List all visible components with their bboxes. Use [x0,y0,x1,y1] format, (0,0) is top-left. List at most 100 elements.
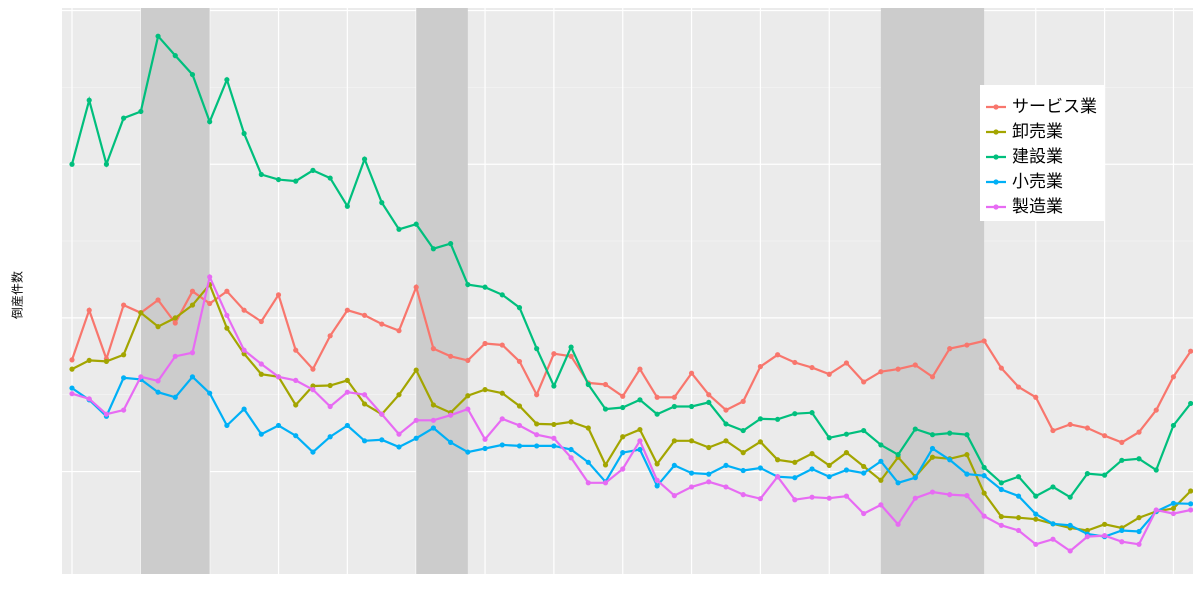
point [671,403,677,410]
point [568,455,574,461]
point [516,358,523,365]
recession-shade [880,8,985,574]
point [1170,422,1177,429]
point [585,480,591,486]
point [551,435,557,441]
point [637,426,643,433]
point [1170,510,1177,517]
point [1067,548,1073,554]
point [654,411,660,417]
point [379,321,385,327]
point [327,175,333,181]
point [86,97,92,103]
point [998,522,1004,528]
point [620,434,626,440]
point [912,426,918,432]
point [258,171,264,178]
point [878,369,884,375]
point [69,366,75,372]
point [551,383,557,389]
point [775,416,781,422]
x-tick-label: '13-Q1 [463,579,507,594]
legend-label: サービス業 [1012,97,1097,117]
point [241,406,247,412]
point [327,434,333,440]
point [1067,421,1073,428]
point [1102,521,1108,527]
point [843,450,850,456]
point [602,462,609,468]
point [155,378,161,384]
point [69,357,75,363]
point [654,483,660,489]
point [138,310,144,316]
series-line [71,282,1192,532]
point [241,307,247,313]
point [293,377,299,383]
point [327,403,333,410]
point [620,404,626,411]
y-tick-label: 1200 [22,3,55,18]
point [981,513,987,519]
x-tick-label: '21-Q1 [1014,579,1058,594]
legend-dot [993,154,999,160]
point [620,450,626,456]
point [1170,500,1177,506]
point [293,178,299,184]
point [706,471,712,477]
x-tick-label: '15-Q1 [601,579,645,594]
point [1084,527,1090,534]
point [1119,527,1125,534]
point [551,443,557,449]
point [413,417,419,423]
x-tick-label: '11-Q1 [325,579,369,594]
point [448,241,454,247]
point [1067,494,1073,500]
point [69,161,75,167]
point [792,411,798,417]
point [723,462,729,469]
point [172,353,178,359]
point [757,465,764,471]
point [103,411,110,417]
point [86,307,92,313]
point [809,494,815,500]
point [620,466,626,472]
x-tick-label: '20-Q1 [945,579,989,594]
point [516,403,523,409]
point [361,156,368,162]
legend-dot [993,179,999,185]
point [224,312,230,318]
point [534,392,540,398]
point [258,361,264,367]
point [189,374,196,380]
point [1015,527,1022,534]
point [1102,472,1108,478]
x-tick-label: '23-Q1 [1152,579,1193,594]
point [413,221,419,227]
x-tick-label: '19-Q1 [876,579,920,594]
point [482,445,488,452]
point [1136,541,1142,547]
point [929,445,936,452]
point [482,387,488,393]
point [1170,374,1177,380]
point [344,307,350,313]
point [723,438,729,444]
point [448,412,454,418]
point [551,421,557,428]
point [947,457,953,463]
point [861,510,867,517]
point [895,452,901,458]
point [757,496,764,502]
point [241,130,247,137]
x-tick-label: '10-Q1 [257,579,301,594]
point [688,470,695,476]
point [155,33,161,39]
point [998,480,1004,486]
point [327,333,333,339]
point [1188,501,1193,507]
point [740,492,746,498]
point [826,495,832,501]
